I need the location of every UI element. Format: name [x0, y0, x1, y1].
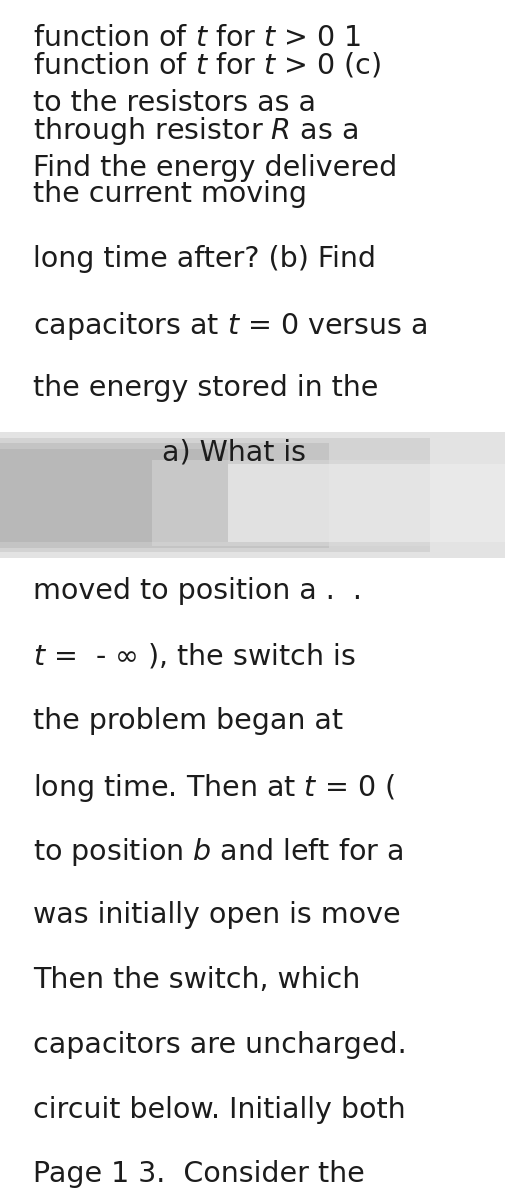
Text: Find the energy delivered: Find the energy delivered	[33, 154, 396, 181]
Text: function of $t$ for $t$ > 0 (c): function of $t$ for $t$ > 0 (c)	[33, 50, 380, 79]
Text: function of $t$ for $t$ > 0 1: function of $t$ for $t$ > 0 1	[33, 24, 361, 52]
Text: through resistor $R$ as a: through resistor $R$ as a	[33, 115, 357, 148]
Text: $t$ =  - ∞ ), the switch is: $t$ = - ∞ ), the switch is	[33, 642, 355, 671]
Text: a) What is: a) What is	[162, 438, 306, 466]
Text: to position $b$ and left for a: to position $b$ and left for a	[33, 836, 402, 869]
Bar	[0, 438, 429, 552]
Bar	[0, 432, 505, 558]
Text: the problem began at: the problem began at	[33, 707, 342, 734]
Text: long time after? (b) Find: long time after? (b) Find	[33, 245, 375, 272]
Text: the energy stored in the: the energy stored in the	[33, 374, 378, 402]
Text: capacitors are uncharged.: capacitors are uncharged.	[33, 1031, 406, 1058]
Bar	[227, 464, 505, 542]
Bar	[0, 443, 328, 548]
Text: Then the switch, which: Then the switch, which	[33, 966, 360, 994]
Text: long time. Then at $t$ = 0 (: long time. Then at $t$ = 0 (	[33, 772, 394, 804]
Bar	[152, 460, 429, 546]
Text: moved to position a .  .: moved to position a . .	[33, 577, 361, 605]
Text: to the resistors as a: to the resistors as a	[33, 89, 315, 116]
Bar	[0, 449, 227, 542]
Text: the current moving: the current moving	[33, 180, 307, 208]
Text: was initially open is move: was initially open is move	[33, 901, 400, 929]
Text: capacitors at $t$ = 0 versus a: capacitors at $t$ = 0 versus a	[33, 310, 426, 342]
Text: circuit below. Initially both: circuit below. Initially both	[33, 1096, 405, 1123]
Text: Page 1 3.  Consider the: Page 1 3. Consider the	[33, 1160, 364, 1188]
